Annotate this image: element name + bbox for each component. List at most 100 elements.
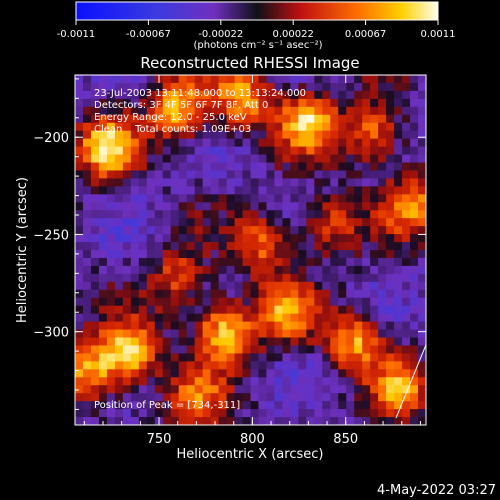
heatmap-cell bbox=[82, 257, 92, 267]
heatmap-cell bbox=[410, 361, 419, 370]
heatmap-cell bbox=[202, 75, 212, 84]
heatmap-cell bbox=[218, 409, 228, 418]
heatmap-cell bbox=[250, 377, 260, 386]
heatmap-cell bbox=[282, 138, 291, 148]
heatmap-cell bbox=[394, 361, 403, 370]
heatmap-cell bbox=[298, 154, 307, 164]
heatmap-cell bbox=[130, 265, 140, 275]
heatmap-cell bbox=[306, 90, 315, 100]
heatmap-cell bbox=[226, 297, 236, 307]
heatmap-cell bbox=[402, 106, 411, 116]
heatmap-cell bbox=[298, 98, 307, 108]
heatmap-cell bbox=[186, 417, 196, 425]
heatmap-cell bbox=[75, 218, 84, 227]
heatmap-cell bbox=[298, 234, 307, 243]
heatmap-cell bbox=[162, 226, 172, 235]
heatmap-cell bbox=[386, 265, 395, 275]
heatmap-cell bbox=[402, 242, 411, 251]
heatmap-cell bbox=[194, 122, 204, 132]
heatmap-cell bbox=[90, 90, 100, 100]
heatmap-cell bbox=[290, 273, 299, 283]
heatmap-cell bbox=[354, 218, 363, 227]
heatmap-cell bbox=[194, 162, 204, 172]
heatmap-cell bbox=[98, 289, 108, 299]
heatmap-cell bbox=[266, 369, 276, 378]
heatmap-cell bbox=[242, 82, 252, 92]
heatmap-cell bbox=[178, 265, 188, 275]
heatmap-cell bbox=[82, 345, 92, 354]
heatmap-cell bbox=[138, 329, 148, 339]
heatmap-cell bbox=[98, 98, 108, 108]
heatmap-cell bbox=[210, 305, 220, 315]
heatmap-cell bbox=[370, 106, 379, 116]
heatmap-cell bbox=[130, 393, 140, 402]
heatmap-cell bbox=[242, 154, 252, 164]
heatmap-cell bbox=[274, 106, 284, 116]
heatmap-cell bbox=[250, 337, 260, 347]
heatmap-cell bbox=[258, 281, 268, 291]
annotation-clean: Clean Total counts: 1.09E+03 bbox=[94, 124, 251, 135]
heatmap-cell bbox=[338, 98, 347, 108]
heatmap-cell bbox=[202, 114, 212, 124]
heatmap-cell bbox=[98, 353, 108, 362]
heatmap-cell bbox=[282, 162, 291, 172]
heatmap-cell bbox=[378, 385, 387, 394]
heatmap-cell bbox=[234, 417, 244, 425]
heatmap-cell bbox=[234, 98, 244, 108]
heatmap-cell bbox=[362, 90, 371, 100]
heatmap-cell bbox=[178, 273, 188, 283]
heatmap-cell bbox=[266, 353, 276, 362]
heatmap-cell bbox=[146, 194, 156, 203]
heatmap-cell bbox=[82, 353, 92, 362]
heatmap-cell bbox=[186, 82, 196, 92]
heatmap-cell bbox=[410, 82, 419, 92]
heatmap-cell bbox=[210, 186, 220, 195]
heatmap-cell bbox=[210, 154, 220, 164]
heatmap-cell bbox=[266, 178, 276, 187]
heatmap-cell bbox=[242, 409, 252, 418]
heatmap-cell bbox=[178, 297, 188, 307]
heatmap-cell bbox=[290, 98, 299, 108]
heatmap-cell bbox=[330, 377, 339, 386]
heatmap-cell bbox=[418, 393, 426, 402]
heatmap-cell bbox=[122, 234, 132, 243]
heatmap-cell bbox=[298, 297, 307, 307]
heatmap-cell bbox=[290, 289, 299, 299]
heatmap-cell bbox=[154, 305, 164, 315]
heatmap-cell bbox=[138, 250, 148, 259]
heatmap-cell bbox=[106, 162, 116, 172]
heatmap-cell bbox=[98, 242, 108, 251]
heatmap-cell bbox=[250, 202, 260, 211]
heatmap-cell bbox=[338, 242, 347, 251]
heatmap-cell bbox=[234, 250, 244, 259]
heatmap-cell bbox=[138, 345, 148, 354]
heatmap-cell bbox=[314, 202, 323, 211]
heatmap-cell bbox=[82, 361, 92, 370]
heatmap-cell bbox=[258, 170, 268, 179]
heatmap-cell bbox=[338, 257, 347, 267]
heatmap-cell bbox=[106, 377, 116, 386]
heatmap-cell bbox=[282, 385, 291, 394]
heatmap-cell bbox=[226, 106, 236, 116]
heatmap-cell bbox=[274, 75, 284, 84]
heatmap-cell bbox=[98, 321, 108, 331]
heatmap-cell bbox=[170, 313, 180, 323]
heatmap-cell bbox=[370, 186, 379, 195]
heatmap-cell bbox=[106, 297, 116, 307]
heatmap-cell bbox=[138, 218, 148, 227]
heatmap-cell bbox=[82, 242, 92, 251]
heatmap-cell bbox=[90, 409, 100, 418]
heatmap-cell bbox=[90, 417, 100, 425]
heatmap-cell bbox=[290, 90, 299, 100]
heatmap-cell bbox=[258, 409, 268, 418]
heatmap-cell bbox=[258, 130, 268, 140]
heatmap-cell bbox=[138, 226, 148, 235]
heatmap-cell bbox=[386, 257, 395, 267]
heatmap-cell bbox=[242, 98, 252, 108]
heatmap-cell bbox=[370, 345, 379, 354]
heatmap-cell bbox=[402, 393, 411, 402]
heatmap-cell bbox=[114, 329, 124, 339]
heatmap-cell bbox=[90, 98, 100, 108]
heatmap-cell bbox=[130, 130, 140, 140]
heatmap-cell bbox=[242, 313, 252, 323]
